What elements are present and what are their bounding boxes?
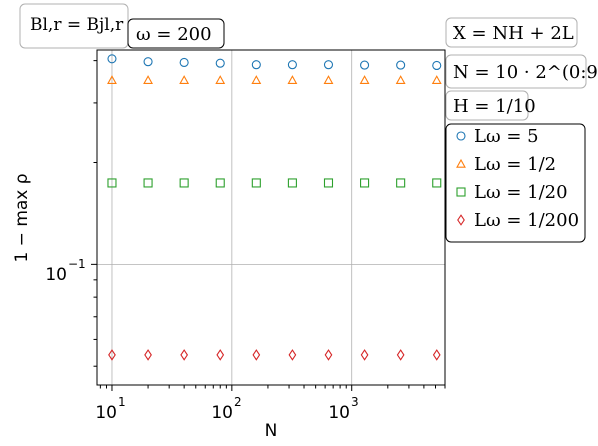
legend-label-3: Lω = 1/20 — [474, 182, 568, 203]
series-2-point-2 — [143, 75, 153, 85]
series-2-point-1 — [107, 75, 117, 85]
annotation-top-center: ω = 200 — [127, 18, 225, 49]
x-tick-label-1-exp: 1 — [118, 395, 126, 409]
series-2-point-9 — [395, 75, 406, 85]
legend: Lω = 5 Lω = 1/2 Lω = 1/20 Lω = 1/200 — [445, 123, 586, 243]
series-4-point-1 — [108, 349, 116, 361]
series-1-point-10 — [432, 60, 442, 71]
annotation-top-left: Bl,r = Bjl,r — [19, 3, 129, 49]
x-tick-label-2-exp: 2 — [234, 395, 242, 409]
series-2-point-7 — [323, 75, 334, 85]
legend-label-1: Lω = 5 — [474, 126, 539, 147]
series-4-point-2 — [144, 349, 152, 361]
series-1-point-6 — [287, 60, 297, 70]
series-2-point-3 — [179, 75, 190, 85]
series-2-point-5 — [251, 75, 262, 85]
series-2-point-6 — [287, 75, 298, 85]
series-4-point-9 — [396, 349, 405, 361]
series-1-point-2 — [143, 57, 153, 67]
legend-marker-1 — [456, 131, 466, 141]
annotation-right-2: N = 10 · 2^(0:9) — [445, 54, 598, 89]
series-3-point-5 — [251, 178, 261, 188]
series-1-point-8 — [360, 60, 370, 70]
x-tick-label-1: 10 — [95, 403, 117, 423]
series-2-point-4 — [215, 75, 226, 85]
grid-lines — [97, 50, 445, 385]
x-tick-labels: 10 1 10 2 10 3 — [95, 395, 358, 423]
data-markers — [107, 54, 442, 361]
axis-ticks — [91, 60, 446, 391]
annotation-right-1-text: X = NH + 2L — [453, 23, 574, 44]
series-4-point-4 — [216, 349, 225, 361]
series-3-point-10 — [432, 178, 442, 188]
series-1-point-1 — [107, 54, 117, 64]
legend-marker-3 — [456, 187, 466, 197]
series-2-point-8 — [359, 75, 370, 85]
annotation-right-3-text: H = 1/10 — [453, 96, 536, 117]
y-axis-label: 1 − max ρ — [12, 173, 32, 262]
series-1-point-5 — [251, 60, 261, 70]
x-tick-label-3-exp: 3 — [351, 395, 359, 409]
annotation-right-1: X = NH + 2L — [445, 17, 578, 48]
series-3-point-7 — [323, 178, 334, 188]
x-tick-label-2: 10 — [211, 403, 233, 423]
legend-label-4: Lω = 1/200 — [474, 210, 579, 231]
series-4-point-8 — [360, 349, 369, 361]
series-3-point-4 — [215, 178, 225, 188]
x-tick-label-3: 10 — [328, 403, 350, 423]
series-4-point-5 — [252, 349, 261, 361]
series-4-point-6 — [288, 349, 297, 361]
annotation-right-3: H = 1/10 — [445, 90, 536, 121]
y-tick-label-1-exp: −1 — [68, 257, 86, 271]
annotation-right-2-text: N = 10 · 2^(0:9) — [453, 62, 598, 83]
series-4-point-10 — [432, 349, 441, 361]
x-axis-label: N — [265, 421, 278, 441]
series-3-point-9 — [396, 178, 406, 188]
series-3-point-2 — [143, 178, 153, 188]
y-tick-label-1: 10 — [45, 265, 67, 285]
series-1-point-3 — [179, 57, 189, 68]
series-2-point-10 — [431, 75, 442, 85]
series-3-point-3 — [179, 178, 189, 188]
annotation-top-center-text: ω = 200 — [136, 24, 212, 45]
series-3-point-6 — [287, 178, 297, 188]
series-1-point-9 — [396, 60, 406, 70]
series-1-point-4 — [215, 58, 225, 68]
series-4-point-7 — [324, 349, 333, 361]
legend-label-2: Lω = 1/2 — [474, 154, 556, 175]
series-4-point-3 — [180, 349, 189, 361]
legend-marker-2 — [456, 158, 466, 168]
series-1-point-7 — [323, 60, 334, 70]
legend-marker-4 — [457, 214, 465, 226]
series-3-point-1 — [107, 178, 117, 188]
plot-frame — [96, 49, 446, 386]
series-3-point-8 — [360, 178, 370, 188]
annotation-top-left-text: Bl,r = Bjl,r — [30, 15, 124, 35]
y-tick-labels: 10 −1 — [45, 257, 85, 285]
